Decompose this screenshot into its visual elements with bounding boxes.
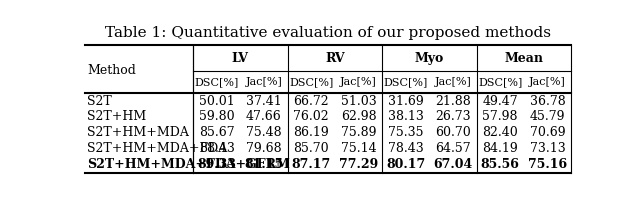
Text: Jac[%]: Jac[%] xyxy=(529,77,566,87)
Text: 49.47: 49.47 xyxy=(483,95,518,108)
Text: RV: RV xyxy=(325,52,344,65)
Text: Mean: Mean xyxy=(504,52,543,65)
Text: DSC[%]: DSC[%] xyxy=(383,77,428,87)
Text: S2T+HM+MDA+FDA+GFRM: S2T+HM+MDA+FDA+GFRM xyxy=(88,158,290,171)
Text: 75.48: 75.48 xyxy=(246,126,282,139)
Text: S2T+HM+MDA: S2T+HM+MDA xyxy=(88,126,189,139)
Text: DSC[%]: DSC[%] xyxy=(195,77,239,87)
Text: 81.15: 81.15 xyxy=(244,158,284,171)
Text: 80.17: 80.17 xyxy=(386,158,426,171)
Text: 45.79: 45.79 xyxy=(530,110,565,123)
Text: 50.01: 50.01 xyxy=(199,95,235,108)
Text: DSC[%]: DSC[%] xyxy=(478,77,522,87)
Text: 21.88: 21.88 xyxy=(435,95,471,108)
Text: Table 1: Quantitative evaluation of our proposed methods: Table 1: Quantitative evaluation of our … xyxy=(105,26,551,40)
Text: LV: LV xyxy=(232,52,249,65)
Text: 57.98: 57.98 xyxy=(483,110,518,123)
Text: Jac[%]: Jac[%] xyxy=(340,77,377,87)
Text: S2T: S2T xyxy=(88,95,112,108)
Text: 26.73: 26.73 xyxy=(435,110,471,123)
Text: S2T+HM: S2T+HM xyxy=(88,110,147,123)
Text: 47.66: 47.66 xyxy=(246,110,282,123)
Text: Myo: Myo xyxy=(415,52,444,65)
Text: 89.33: 89.33 xyxy=(197,158,236,171)
Text: 73.13: 73.13 xyxy=(529,142,565,155)
Text: 85.67: 85.67 xyxy=(199,126,234,139)
Text: 82.40: 82.40 xyxy=(483,126,518,139)
Text: Method: Method xyxy=(88,64,136,77)
Text: Jac[%]: Jac[%] xyxy=(246,77,282,87)
Text: 62.98: 62.98 xyxy=(340,110,376,123)
Text: 38.13: 38.13 xyxy=(388,110,424,123)
Text: 86.19: 86.19 xyxy=(293,126,329,139)
Text: 77.29: 77.29 xyxy=(339,158,378,171)
Text: 84.19: 84.19 xyxy=(483,142,518,155)
Text: S2T+HM+MDA+FDA: S2T+HM+MDA+FDA xyxy=(88,142,228,155)
Text: 88.43: 88.43 xyxy=(199,142,235,155)
Text: 36.78: 36.78 xyxy=(529,95,565,108)
Text: 87.17: 87.17 xyxy=(292,158,331,171)
Text: Jac[%]: Jac[%] xyxy=(435,77,472,87)
Text: 37.41: 37.41 xyxy=(246,95,282,108)
Text: 85.56: 85.56 xyxy=(481,158,520,171)
Text: 67.04: 67.04 xyxy=(433,158,472,171)
Text: 75.16: 75.16 xyxy=(528,158,567,171)
Text: 59.80: 59.80 xyxy=(199,110,234,123)
Text: 76.02: 76.02 xyxy=(293,110,329,123)
Text: 75.14: 75.14 xyxy=(340,142,376,155)
Text: 79.68: 79.68 xyxy=(246,142,282,155)
Text: 78.43: 78.43 xyxy=(388,142,424,155)
Text: 85.70: 85.70 xyxy=(293,142,329,155)
Text: DSC[%]: DSC[%] xyxy=(289,77,333,87)
Text: 66.72: 66.72 xyxy=(293,95,329,108)
Text: 70.69: 70.69 xyxy=(530,126,565,139)
Text: 31.69: 31.69 xyxy=(388,95,424,108)
Text: 51.03: 51.03 xyxy=(340,95,376,108)
Text: 64.57: 64.57 xyxy=(435,142,471,155)
Text: 60.70: 60.70 xyxy=(435,126,471,139)
Text: 75.89: 75.89 xyxy=(340,126,376,139)
Text: 75.35: 75.35 xyxy=(388,126,424,139)
